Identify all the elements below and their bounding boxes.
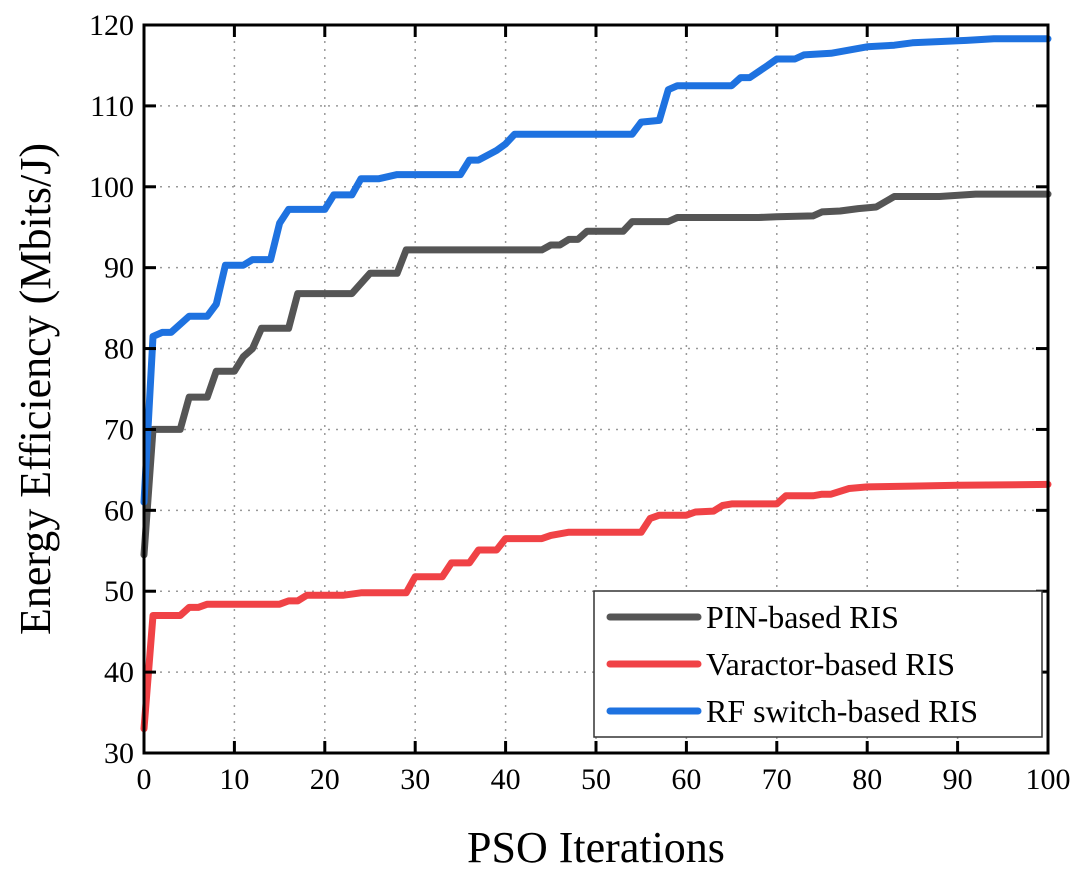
y-tick-label: 30 [104, 737, 134, 770]
x-tick-label: 40 [491, 763, 521, 796]
x-tick-label: 20 [310, 763, 340, 796]
y-tick-label: 40 [104, 656, 134, 689]
legend-label-pin: PIN-based RIS [706, 599, 899, 635]
y-tick-label: 60 [104, 494, 134, 527]
x-tick-label: 0 [137, 763, 152, 796]
legend-label-rf-switch: RF switch-based RIS [706, 693, 978, 729]
x-tick-label: 50 [581, 763, 611, 796]
y-tick-label: 100 [89, 171, 134, 204]
x-tick-label: 80 [852, 763, 882, 796]
x-tick-label: 70 [762, 763, 792, 796]
y-axis-title: Energy Efficiency (Mbits/J) [11, 143, 60, 635]
series-lines [140, 35, 1052, 733]
legend-label-varactor: Varactor-based RIS [706, 646, 955, 682]
x-axis-title: PSO Iterations [467, 823, 725, 872]
y-tick-labels: 30 40 50 60 70 80 90 100 110 120 [89, 9, 134, 770]
legend-item-varactor: Varactor-based RIS [606, 646, 955, 682]
legend-item-rf-switch: RF switch-based RIS [606, 693, 978, 729]
legend: PIN-based RIS Varactor-based RIS RF swit… [593, 590, 1043, 738]
x-tick-labels: 0 10 20 30 40 50 60 70 80 90 100 [137, 763, 1071, 796]
y-tick-label: 80 [104, 333, 134, 366]
x-tick-label: 10 [219, 763, 249, 796]
y-tick-label: 90 [104, 252, 134, 285]
series-line-1 [140, 480, 1052, 733]
y-tick-label: 70 [104, 413, 134, 446]
x-tick-label: 60 [671, 763, 701, 796]
y-tick-label: 110 [90, 90, 134, 123]
series-line-0 [140, 190, 1052, 559]
x-tick-label: 90 [943, 763, 973, 796]
series-line-2 [140, 35, 1052, 506]
legend-item-pin: PIN-based RIS [606, 599, 899, 635]
x-tick-label: 100 [1026, 763, 1071, 796]
y-tick-label: 50 [104, 575, 134, 608]
x-tick-label: 30 [400, 763, 430, 796]
y-tick-label: 120 [89, 9, 134, 42]
